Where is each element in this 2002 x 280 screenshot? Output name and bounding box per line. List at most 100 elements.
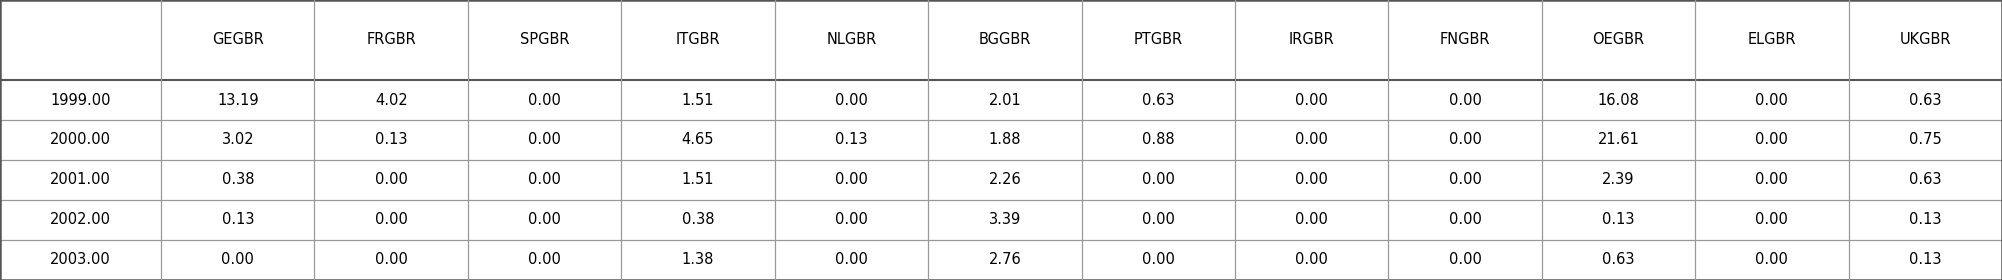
Text: 0.00: 0.00 (835, 213, 867, 227)
Bar (929, 80, 1081, 120)
Bar (1387, 160, 1542, 200)
Bar (621, 80, 775, 120)
Text: 0.00: 0.00 (529, 213, 561, 227)
Text: PTGBR: PTGBR (1133, 32, 1183, 48)
Text: 2.76: 2.76 (989, 253, 1021, 267)
Text: 0.00: 0.00 (1295, 213, 1327, 227)
Text: 1999.00: 1999.00 (50, 92, 110, 108)
Bar (1848, 120, 2002, 160)
Bar (468, 200, 621, 240)
Text: 0.00: 0.00 (1756, 172, 1788, 188)
Text: 21.61: 21.61 (1598, 132, 1640, 148)
Text: 0.00: 0.00 (1756, 253, 1788, 267)
Bar (1387, 120, 1542, 160)
Bar (1235, 0, 1387, 80)
Text: 0.00: 0.00 (1295, 172, 1327, 188)
Bar (1542, 0, 1696, 80)
Text: 0.38: 0.38 (222, 172, 254, 188)
Bar (468, 160, 621, 200)
Bar (775, 160, 929, 200)
Bar (1235, 240, 1387, 280)
Text: 0.00: 0.00 (835, 92, 867, 108)
Bar (1848, 200, 2002, 240)
Text: 3.02: 3.02 (222, 132, 254, 148)
Text: 0.00: 0.00 (1141, 213, 1175, 227)
Bar (468, 80, 621, 120)
Text: 0.00: 0.00 (1449, 253, 1481, 267)
Bar (314, 240, 468, 280)
Bar (0, 240, 160, 280)
Bar (1542, 120, 1696, 160)
Text: 0.38: 0.38 (683, 213, 715, 227)
Text: 0.13: 0.13 (374, 132, 408, 148)
Bar (775, 0, 929, 80)
Bar (468, 120, 621, 160)
Bar (1387, 80, 1542, 120)
Bar (1696, 120, 1848, 160)
Bar (1235, 120, 1387, 160)
Bar (929, 160, 1081, 200)
Bar (621, 120, 775, 160)
Bar (0, 160, 160, 200)
Bar (1696, 200, 1848, 240)
Text: 0.00: 0.00 (1295, 92, 1327, 108)
Text: 0.63: 0.63 (1910, 172, 1942, 188)
Text: UKGBR: UKGBR (1900, 32, 1952, 48)
Text: 0.63: 0.63 (1141, 92, 1175, 108)
Bar (468, 240, 621, 280)
Bar (0, 200, 160, 240)
Text: 4.65: 4.65 (683, 132, 715, 148)
Bar (1696, 0, 1848, 80)
Text: 0.00: 0.00 (1141, 172, 1175, 188)
Text: 2.01: 2.01 (989, 92, 1021, 108)
Bar (314, 160, 468, 200)
Text: NLGBR: NLGBR (827, 32, 877, 48)
Text: FNGBR: FNGBR (1439, 32, 1489, 48)
Text: 0.00: 0.00 (1295, 253, 1327, 267)
Bar (929, 240, 1081, 280)
Text: 0.00: 0.00 (529, 92, 561, 108)
Text: 0.00: 0.00 (529, 253, 561, 267)
Bar (929, 200, 1081, 240)
Text: 1.88: 1.88 (989, 132, 1021, 148)
Bar (929, 120, 1081, 160)
Bar (1696, 80, 1848, 120)
Text: 1.38: 1.38 (683, 253, 715, 267)
Bar (1235, 160, 1387, 200)
Text: 0.00: 0.00 (1449, 132, 1481, 148)
Bar (1848, 160, 2002, 200)
Bar (160, 160, 314, 200)
Bar (1387, 240, 1542, 280)
Text: 0.88: 0.88 (1141, 132, 1175, 148)
Text: 0.13: 0.13 (1602, 213, 1636, 227)
Bar (314, 0, 468, 80)
Bar (160, 0, 314, 80)
Text: 0.00: 0.00 (374, 213, 408, 227)
Text: 0.00: 0.00 (1141, 253, 1175, 267)
Text: 0.00: 0.00 (529, 132, 561, 148)
Bar (1081, 240, 1235, 280)
Bar (1542, 80, 1696, 120)
Text: BGGBR: BGGBR (979, 32, 1031, 48)
Bar (1081, 80, 1235, 120)
Bar (621, 0, 775, 80)
Bar (160, 120, 314, 160)
Bar (1848, 0, 2002, 80)
Bar (0, 80, 160, 120)
Text: 0.00: 0.00 (1756, 213, 1788, 227)
Text: ITGBR: ITGBR (677, 32, 721, 48)
Bar (314, 80, 468, 120)
Bar (1387, 200, 1542, 240)
Text: 0.00: 0.00 (529, 172, 561, 188)
Text: 0.00: 0.00 (835, 253, 867, 267)
Text: 0.00: 0.00 (1449, 172, 1481, 188)
Bar (1081, 120, 1235, 160)
Bar (1387, 0, 1542, 80)
Text: SPGBR: SPGBR (521, 32, 569, 48)
Text: 0.00: 0.00 (222, 253, 254, 267)
Bar (929, 0, 1081, 80)
Text: 2.26: 2.26 (989, 172, 1021, 188)
Bar (775, 120, 929, 160)
Bar (160, 240, 314, 280)
Bar (1081, 0, 1235, 80)
